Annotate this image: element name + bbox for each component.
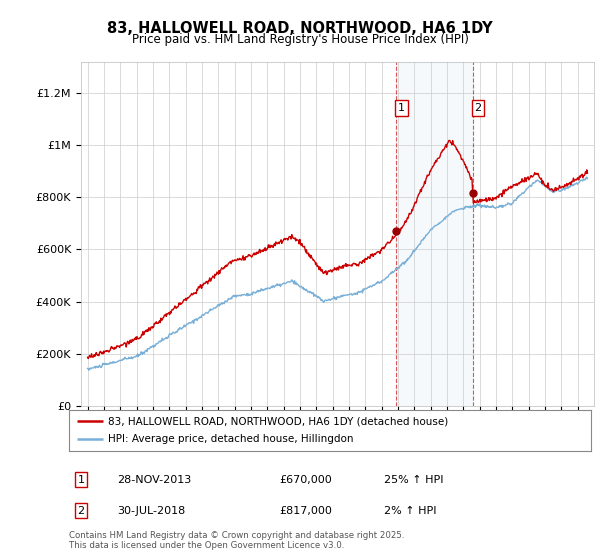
Text: 1: 1	[77, 475, 85, 485]
Text: 25% ↑ HPI: 25% ↑ HPI	[384, 475, 443, 485]
Text: £817,000: £817,000	[279, 506, 332, 516]
Text: 2: 2	[77, 506, 85, 516]
Text: 1: 1	[398, 103, 405, 113]
Text: £670,000: £670,000	[279, 475, 332, 485]
Text: 83, HALLOWELL ROAD, NORTHWOOD, HA6 1DY (detached house): 83, HALLOWELL ROAD, NORTHWOOD, HA6 1DY (…	[108, 417, 448, 426]
Text: Contains HM Land Registry data © Crown copyright and database right 2025.
This d: Contains HM Land Registry data © Crown c…	[69, 530, 404, 550]
Text: Price paid vs. HM Land Registry's House Price Index (HPI): Price paid vs. HM Land Registry's House …	[131, 33, 469, 46]
Text: 2% ↑ HPI: 2% ↑ HPI	[384, 506, 437, 516]
Text: HPI: Average price, detached house, Hillingdon: HPI: Average price, detached house, Hill…	[108, 435, 353, 444]
Bar	[397, 62, 473, 406]
Text: 28-NOV-2013: 28-NOV-2013	[117, 475, 191, 485]
Text: 83, HALLOWELL ROAD, NORTHWOOD, HA6 1DY: 83, HALLOWELL ROAD, NORTHWOOD, HA6 1DY	[107, 21, 493, 36]
Text: 2: 2	[475, 103, 482, 113]
Text: 30-JUL-2018: 30-JUL-2018	[117, 506, 185, 516]
